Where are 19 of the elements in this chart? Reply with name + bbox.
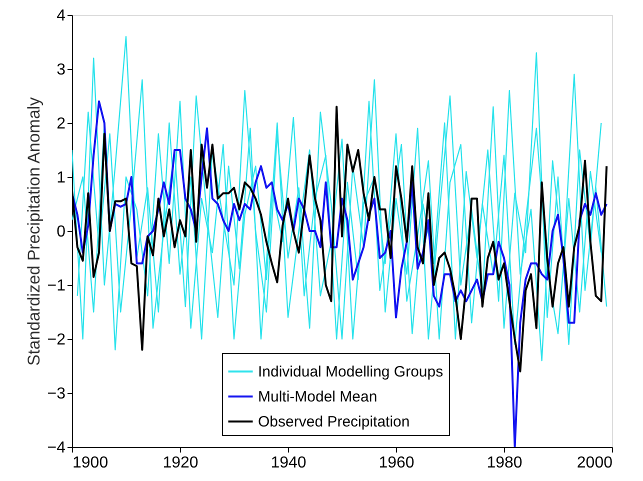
y-tick-label: 3 xyxy=(56,62,66,78)
y-tick-label: −1 xyxy=(47,278,66,294)
legend-label: Individual Modelling Groups xyxy=(258,364,444,380)
y-axis-title: Standardized Precipitation Anomaly xyxy=(24,96,44,366)
y-tick-label: 2 xyxy=(56,116,66,132)
legend-label: Multi-Model Mean xyxy=(258,388,378,406)
y-tick-label: −2 xyxy=(47,332,66,348)
y-tick-label: −4 xyxy=(47,440,66,456)
legend-label: Observed Precipitation xyxy=(258,414,410,430)
y-tick-label: −3 xyxy=(47,386,66,402)
y-tick-label: 1 xyxy=(56,170,66,186)
y-tick-label: 4 xyxy=(56,8,66,24)
x-tick-label: 2000 xyxy=(576,454,613,472)
x-tick-label: 1960 xyxy=(378,454,414,472)
y-tick-label: 0 xyxy=(56,224,66,240)
x-tick-label: 1980 xyxy=(486,454,522,472)
x-tick-label: 1920 xyxy=(162,454,198,472)
x-tick-label: 1940 xyxy=(270,454,306,472)
x-tick-label: 1900 xyxy=(72,454,108,472)
